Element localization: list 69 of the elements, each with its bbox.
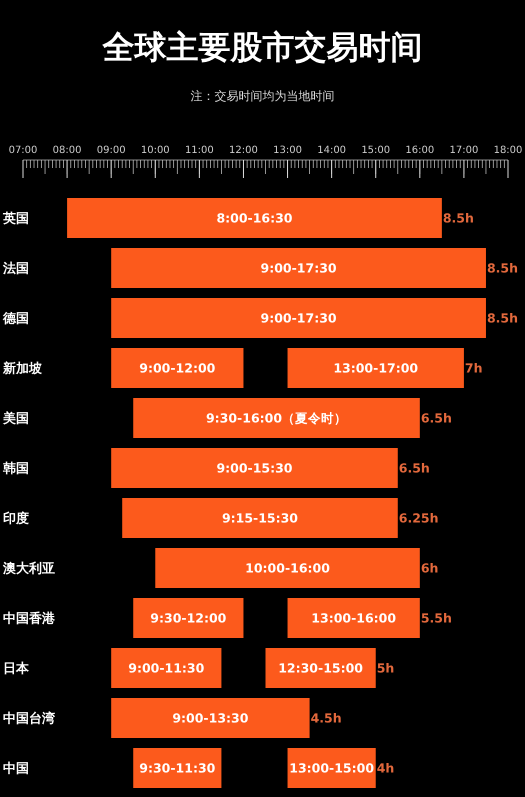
data-label: 13:00-15:00: [289, 760, 374, 776]
data-label: 9:30-16:00（夏令时）: [206, 410, 348, 426]
x-tick-label: 10:00: [140, 145, 170, 156]
bar: [111, 298, 486, 338]
data-label: 12:30-15:00: [278, 660, 364, 676]
x-tick-label: 15:00: [361, 145, 390, 156]
y-tick-label: 德国: [2, 312, 29, 327]
x-tick-label: 12:00: [229, 145, 258, 156]
x-tick-label: 11:00: [184, 145, 214, 156]
data-label: 8:00-16:30: [216, 210, 293, 226]
bar: [133, 748, 222, 788]
data-label: 9:30-11:30: [139, 760, 216, 776]
data-label: 9:00-13:30: [172, 710, 249, 726]
y-tick-label: 中国: [3, 762, 29, 777]
total-label: 6.5h: [420, 410, 452, 426]
total-label: 6.5h: [398, 460, 430, 476]
total-label: 8.5h: [442, 210, 474, 226]
total-label: 6.25h: [398, 510, 439, 526]
y-tick-label: 美国: [2, 410, 29, 427]
bar: [288, 348, 464, 388]
x-tick-label: 13:00: [273, 145, 302, 156]
bar: [288, 598, 420, 638]
bar: [133, 598, 244, 638]
data-label: 9:00-17:30: [260, 310, 337, 326]
total-label: 6h: [420, 560, 438, 576]
total-label: 8.5h: [486, 260, 518, 276]
data-label: 9:00-12:00: [139, 360, 216, 376]
bar: [266, 648, 376, 688]
data-label: 10:00-16:00: [245, 560, 330, 576]
bar: [111, 698, 310, 738]
bar: [155, 548, 420, 588]
data-label: 9:00-11:30: [128, 660, 205, 676]
data-label: 13:00-16:00: [311, 610, 396, 626]
y-tick-label: 中国台湾: [3, 710, 55, 727]
total-label: 8.5h: [486, 310, 518, 326]
y-tick-label: 韩国: [2, 462, 29, 477]
y-tick-label: 新加坡: [2, 360, 43, 377]
bar: [111, 448, 398, 488]
y-tick-label: 法国: [2, 262, 29, 277]
chart-title: 全球主要股市交易时间: [102, 28, 422, 66]
data-label: 9:15-15:30: [222, 510, 298, 526]
y-tick-label: 澳大利亚: [2, 560, 55, 577]
chart-subtitle: 注：交易时间均为当地时间: [190, 89, 334, 103]
y-tick-label: 印度: [3, 510, 29, 527]
x-tick-label: 16:00: [405, 145, 434, 156]
x-tick-label: 14:00: [317, 145, 346, 156]
total-label: 4h: [376, 760, 394, 776]
x-tick-label: 09:00: [96, 145, 126, 156]
data-label: 9:30-12:00: [150, 610, 227, 626]
y-tick-label: 英国: [2, 212, 29, 227]
bar: [111, 648, 222, 688]
total-label: 5h: [376, 660, 394, 676]
total-label: 4.5h: [310, 710, 342, 726]
bar: [122, 498, 398, 538]
x-tick-label: 18:00: [494, 145, 522, 156]
bar: [111, 248, 486, 288]
x-tick-label: 17:00: [449, 145, 478, 156]
data-label: 9:00-15:30: [216, 460, 293, 476]
x-tick-label: 07:00: [8, 145, 38, 156]
y-tick-label: 中国香港: [3, 610, 56, 627]
bar: [111, 348, 244, 388]
x-tick-label: 08:00: [52, 145, 82, 156]
y-tick-label: 日本: [3, 662, 30, 677]
data-label: 13:00-17:00: [333, 360, 418, 376]
data-label: 9:00-17:30: [260, 260, 337, 276]
total-label: 7h: [464, 360, 483, 376]
bar: [133, 398, 420, 438]
total-label: 5.5h: [420, 610, 452, 626]
bar: [67, 198, 442, 238]
